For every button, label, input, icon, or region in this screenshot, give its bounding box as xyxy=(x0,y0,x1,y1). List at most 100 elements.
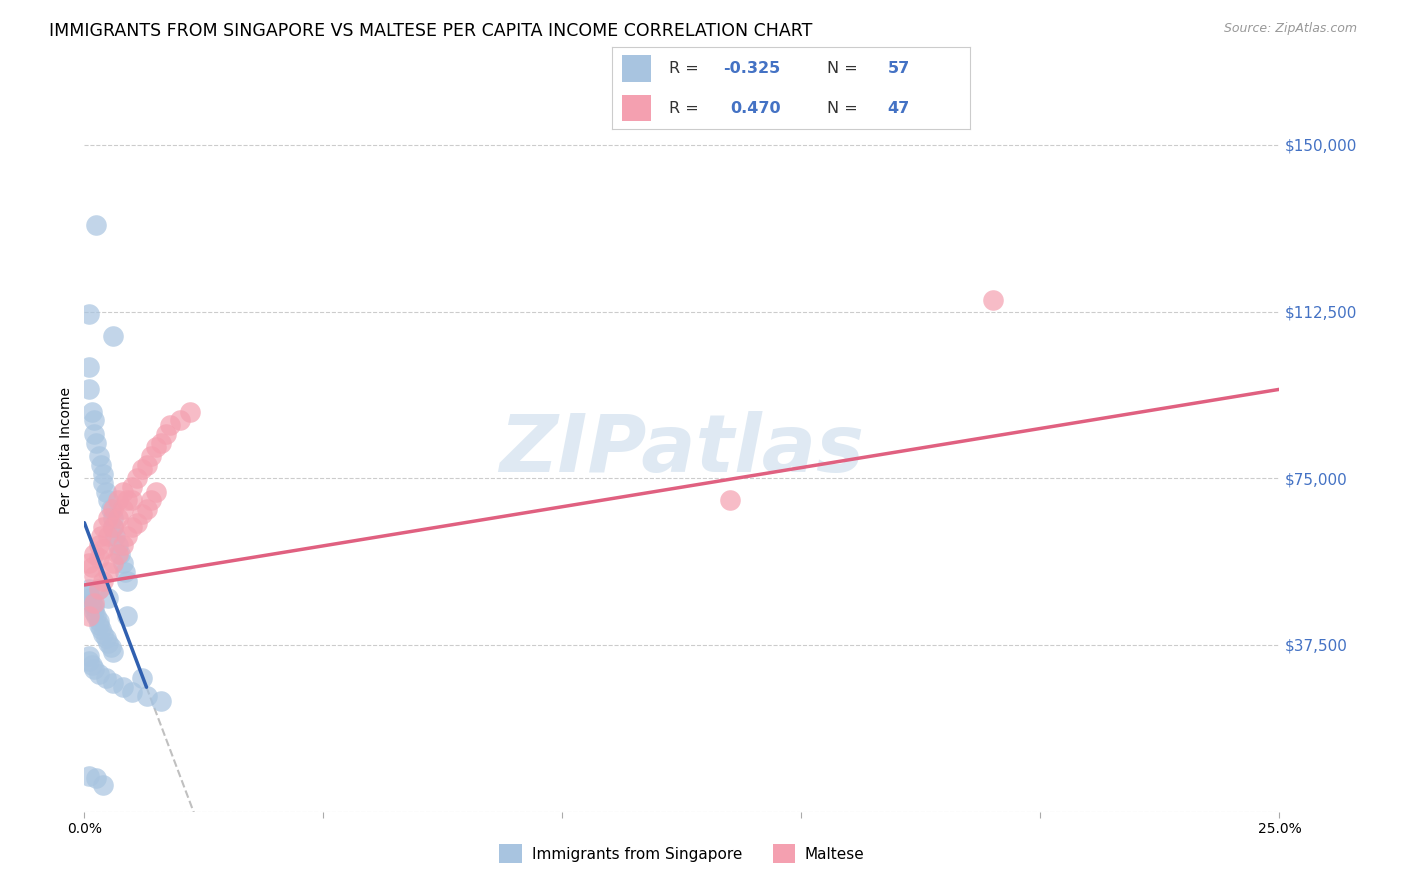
Point xyxy=(111,680,134,694)
Point xyxy=(94,632,117,646)
Point xyxy=(90,623,112,637)
Point xyxy=(110,547,132,561)
Point xyxy=(97,511,120,525)
Point xyxy=(83,413,105,427)
Point xyxy=(87,449,110,463)
Point xyxy=(83,547,105,561)
Point xyxy=(125,471,148,485)
Point xyxy=(104,529,127,543)
Point xyxy=(111,538,134,552)
Point xyxy=(77,382,100,396)
Point xyxy=(94,484,117,499)
Point xyxy=(87,618,110,632)
Point xyxy=(107,538,129,552)
Text: 47: 47 xyxy=(887,101,910,115)
Point xyxy=(87,551,110,566)
Point xyxy=(97,636,120,650)
Point xyxy=(117,574,139,588)
Point xyxy=(718,493,741,508)
Point xyxy=(83,662,105,676)
Point xyxy=(111,556,134,570)
Point xyxy=(145,484,167,499)
Point xyxy=(97,529,120,543)
Point xyxy=(97,591,120,606)
Point xyxy=(93,520,115,534)
Point xyxy=(77,769,100,783)
Text: N =: N = xyxy=(827,101,863,115)
Point xyxy=(77,360,100,375)
Point xyxy=(101,511,124,525)
Y-axis label: Per Capita Income: Per Capita Income xyxy=(59,387,73,514)
Bar xyxy=(623,55,651,82)
Point xyxy=(101,520,124,534)
Point xyxy=(77,582,100,597)
Point xyxy=(135,458,157,472)
Point xyxy=(101,329,124,343)
Point xyxy=(83,596,105,610)
Point xyxy=(117,609,139,624)
Text: IMMIGRANTS FROM SINGAPORE VS MALTESE PER CAPITA INCOME CORRELATION CHART: IMMIGRANTS FROM SINGAPORE VS MALTESE PER… xyxy=(49,22,813,40)
Point xyxy=(77,307,100,321)
Point xyxy=(179,404,201,418)
Point xyxy=(77,556,100,570)
Point xyxy=(87,614,110,628)
Point xyxy=(117,529,139,543)
Point xyxy=(93,574,115,588)
Point xyxy=(117,493,139,508)
Point xyxy=(981,293,1004,308)
Point xyxy=(111,502,134,516)
Point xyxy=(93,467,115,481)
Point xyxy=(94,671,117,685)
Point xyxy=(101,502,124,516)
Point xyxy=(80,596,103,610)
Point xyxy=(155,426,177,441)
Point xyxy=(87,538,110,552)
Point xyxy=(93,542,115,557)
Point xyxy=(101,556,124,570)
Point xyxy=(77,587,100,601)
Legend: Immigrants from Singapore, Maltese: Immigrants from Singapore, Maltese xyxy=(494,838,870,869)
Point xyxy=(87,582,110,597)
Point xyxy=(131,671,153,685)
Text: Source: ZipAtlas.com: Source: ZipAtlas.com xyxy=(1223,22,1357,36)
Text: ZIPatlas: ZIPatlas xyxy=(499,411,865,490)
Text: N =: N = xyxy=(827,62,863,76)
Point xyxy=(93,475,115,490)
Point xyxy=(149,435,172,450)
Point xyxy=(87,666,110,681)
Point xyxy=(86,435,108,450)
Point xyxy=(101,645,124,659)
Point xyxy=(86,772,108,786)
Text: R =: R = xyxy=(669,101,709,115)
Point xyxy=(101,675,124,690)
Point xyxy=(86,609,108,624)
Point xyxy=(111,484,134,499)
Point xyxy=(93,627,115,641)
Point xyxy=(77,649,100,664)
Point xyxy=(114,565,136,579)
Point xyxy=(83,426,105,441)
Point xyxy=(77,609,100,624)
Point xyxy=(121,480,143,494)
Point xyxy=(93,778,115,792)
Point xyxy=(107,511,129,525)
Point xyxy=(83,605,105,619)
Point xyxy=(83,600,105,615)
Point xyxy=(87,582,110,597)
Point xyxy=(121,684,143,698)
Point xyxy=(97,493,120,508)
Point xyxy=(131,507,153,521)
Point xyxy=(121,493,143,508)
Point xyxy=(135,689,157,703)
Point xyxy=(101,520,124,534)
Point xyxy=(107,493,129,508)
Text: -0.325: -0.325 xyxy=(723,62,780,76)
Point xyxy=(79,591,101,606)
Point xyxy=(97,565,120,579)
Point xyxy=(90,458,112,472)
Point xyxy=(141,493,163,508)
Point xyxy=(149,693,172,707)
Point xyxy=(86,218,108,232)
Point xyxy=(90,529,112,543)
Text: 0.470: 0.470 xyxy=(730,101,780,115)
